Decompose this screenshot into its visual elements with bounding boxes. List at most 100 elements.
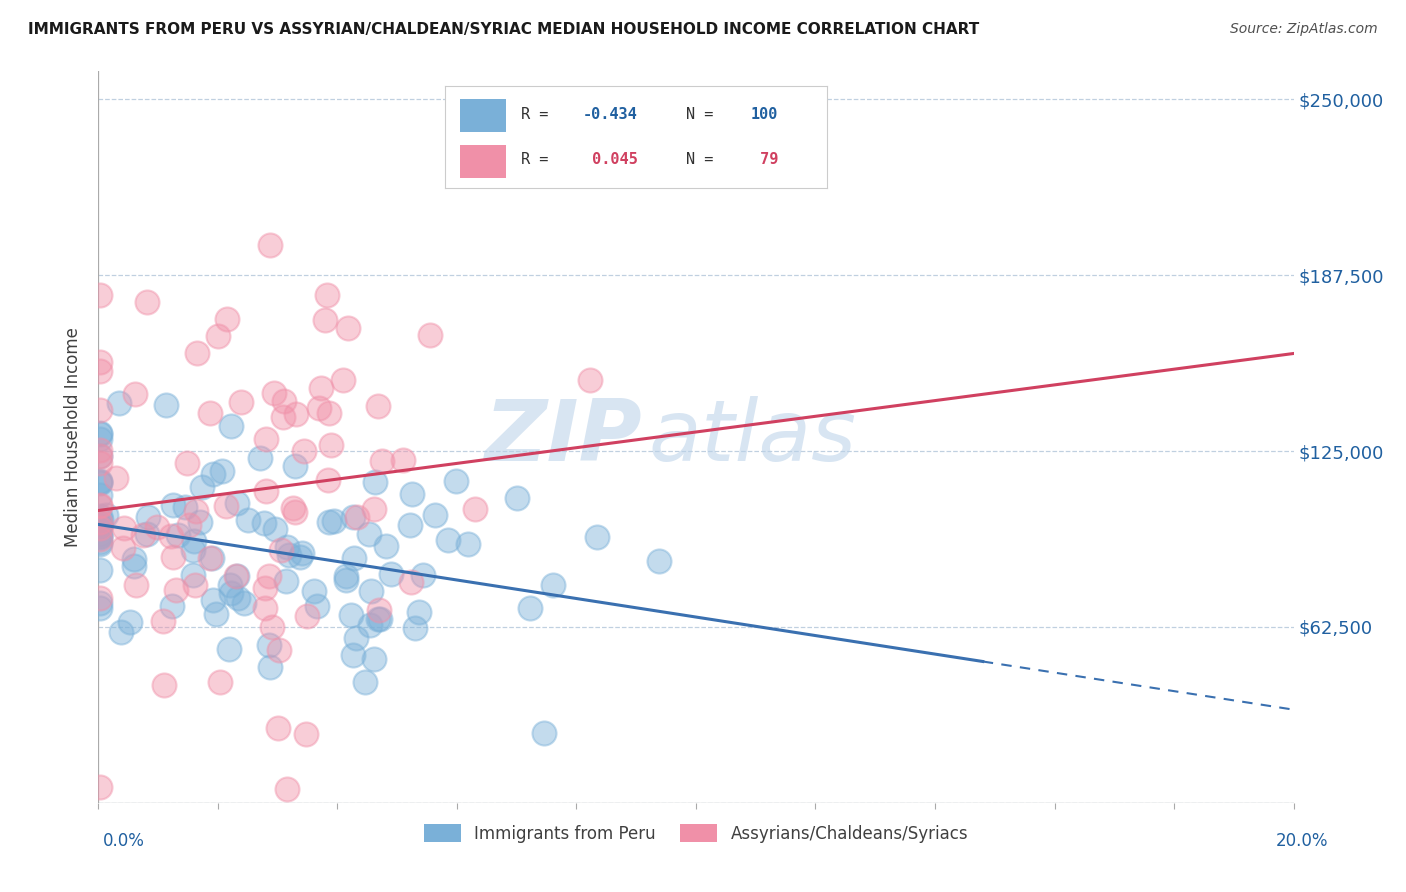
Point (89, 449, 111, 463)
Point (533, 726, 555, 740)
Point (648, 553, 671, 567)
Point (89, 596, 111, 610)
Point (205, 607, 228, 621)
Point (207, 329, 229, 343)
Point (401, 487, 423, 501)
Point (343, 550, 366, 565)
Point (404, 621, 426, 635)
Point (578, 373, 600, 387)
Point (89, 530, 111, 544)
Point (89, 432, 111, 446)
Point (457, 537, 479, 551)
Point (89, 450, 111, 464)
Point (89, 364, 111, 378)
Point (122, 559, 145, 574)
Point (357, 527, 380, 541)
Text: 20.0%: 20.0% (1277, 831, 1329, 849)
Point (219, 418, 242, 433)
Point (89, 475, 111, 489)
Y-axis label: Median Household Income: Median Household Income (65, 327, 83, 547)
Point (259, 238, 281, 252)
Point (437, 533, 460, 548)
Point (285, 407, 308, 421)
Point (110, 624, 132, 639)
Point (89, 509, 111, 524)
Point (288, 550, 311, 565)
Point (307, 599, 329, 613)
Point (370, 613, 392, 627)
Point (218, 578, 240, 592)
Text: ZIP: ZIP (485, 395, 643, 479)
Point (198, 550, 221, 565)
Point (89, 519, 111, 533)
Point (125, 578, 148, 592)
Point (132, 528, 155, 542)
Point (342, 510, 364, 524)
Point (108, 396, 131, 410)
Point (412, 567, 434, 582)
Point (291, 546, 314, 560)
Point (506, 491, 529, 506)
Point (335, 568, 357, 582)
Point (464, 502, 486, 516)
Point (209, 675, 232, 690)
Point (183, 568, 205, 582)
Point (200, 406, 222, 420)
Point (177, 518, 200, 533)
Point (112, 521, 135, 535)
Point (89, 442, 111, 457)
Point (391, 453, 413, 467)
Point (323, 514, 346, 528)
Point (308, 401, 330, 416)
Point (191, 480, 214, 494)
Point (444, 474, 467, 488)
Point (225, 569, 247, 583)
Point (201, 467, 224, 482)
Point (380, 566, 402, 581)
Point (315, 313, 337, 327)
Point (89, 535, 111, 549)
Point (363, 652, 385, 666)
Point (184, 578, 207, 592)
Point (337, 321, 360, 335)
Point (201, 593, 224, 607)
Point (297, 608, 319, 623)
Point (162, 550, 184, 565)
Point (346, 510, 368, 524)
Point (315, 288, 337, 302)
Point (226, 591, 249, 606)
Point (311, 381, 333, 395)
Point (367, 612, 389, 626)
Point (211, 464, 233, 478)
Point (284, 458, 307, 473)
Text: atlas: atlas (648, 395, 856, 479)
Point (89, 488, 111, 502)
Point (112, 541, 135, 555)
Point (585, 530, 607, 544)
Point (249, 450, 271, 465)
Point (152, 614, 174, 628)
Point (90, 513, 112, 527)
Point (271, 409, 294, 424)
Point (89, 516, 111, 531)
Point (316, 473, 339, 487)
Point (225, 568, 247, 582)
Point (270, 542, 292, 557)
Point (155, 398, 177, 412)
Point (89, 474, 111, 488)
Point (89, 288, 111, 302)
Point (176, 456, 198, 470)
Point (89, 456, 111, 470)
Point (89, 532, 111, 546)
Point (260, 620, 283, 634)
Point (173, 500, 195, 514)
Point (200, 551, 222, 566)
Point (89, 499, 111, 513)
Point (519, 601, 541, 615)
Point (375, 540, 398, 554)
Point (124, 387, 146, 401)
Point (263, 385, 285, 400)
Point (281, 501, 304, 516)
Point (145, 519, 167, 533)
Point (339, 608, 361, 623)
